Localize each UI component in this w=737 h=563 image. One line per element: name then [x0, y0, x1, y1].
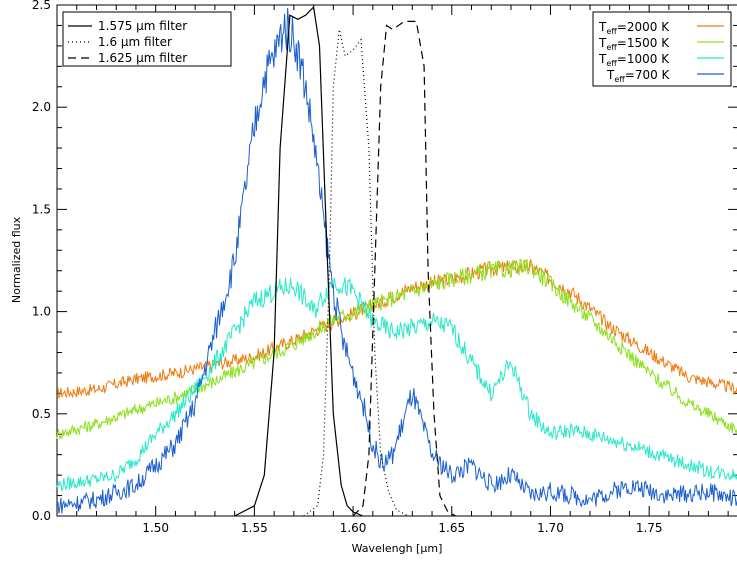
filter-legend: 1.575 μm filter 1.6 μm filter 1.625 μm f…: [62, 11, 232, 67]
x-tick-label: 1.75: [636, 521, 663, 535]
axis-ticks: 1.50 1.55 1.60 1.65 1.70 1.75 0.0 0.5 1.0 1.5 2.0 2…: [32, 0, 737, 535]
x-tick-label: 1.50: [142, 521, 169, 535]
series-layer: [56, 7, 737, 514]
y-tick-label: 1.5: [32, 202, 51, 216]
series-line-1: [56, 258, 737, 440]
filter-layer: [234, 5, 456, 517]
teff-legend-label-1500: Teff=1500 K: [598, 36, 670, 52]
y-axis-label: Normalized flux: [10, 216, 23, 303]
filter-curve-0: [234, 5, 364, 517]
filter-legend-label-1575: 1.575 μm filter: [98, 19, 187, 33]
y-tick-label: 0.0: [32, 509, 51, 523]
series-line-0: [56, 258, 737, 399]
y-tick-label: 0.5: [32, 407, 51, 421]
teff-legend-label-2000: Teff=2000 K: [598, 20, 670, 36]
x-tick-label: 1.60: [340, 521, 367, 535]
y-tick-label: 2.0: [32, 100, 51, 114]
y-tick-label: 1.0: [32, 305, 51, 319]
x-tick-label: 1.65: [438, 521, 465, 535]
x-tick-label: 1.70: [537, 521, 564, 535]
teff-legend: Teff=2000 K Teff=1500 K Teff=1000 K Teff…: [592, 11, 732, 87]
filter-legend-box: [62, 11, 232, 67]
plot-frame: [56, 4, 737, 517]
y-tick-label: 2.5: [32, 0, 51, 12]
series-line-3: [56, 7, 737, 514]
filter-curve-1: [303, 29, 409, 517]
teff-legend-label-1000: Teff=1000 K: [598, 52, 670, 68]
filter-legend-label-1625: 1.625 μm filter: [98, 51, 187, 65]
teff-legend-label-700: Teff=700 K: [606, 68, 671, 84]
x-tick-label: 1.55: [241, 521, 268, 535]
filter-legend-label-1600: 1.6 μm filter: [98, 35, 172, 49]
x-axis-label: Wavelengh [μm]: [352, 542, 443, 555]
filter-curve-2: [352, 20, 456, 517]
series-line-2: [56, 277, 737, 493]
